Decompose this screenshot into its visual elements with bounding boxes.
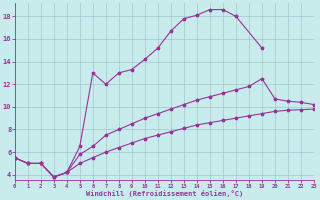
X-axis label: Windchill (Refroidissement éolien,°C): Windchill (Refroidissement éolien,°C) (86, 190, 243, 197)
